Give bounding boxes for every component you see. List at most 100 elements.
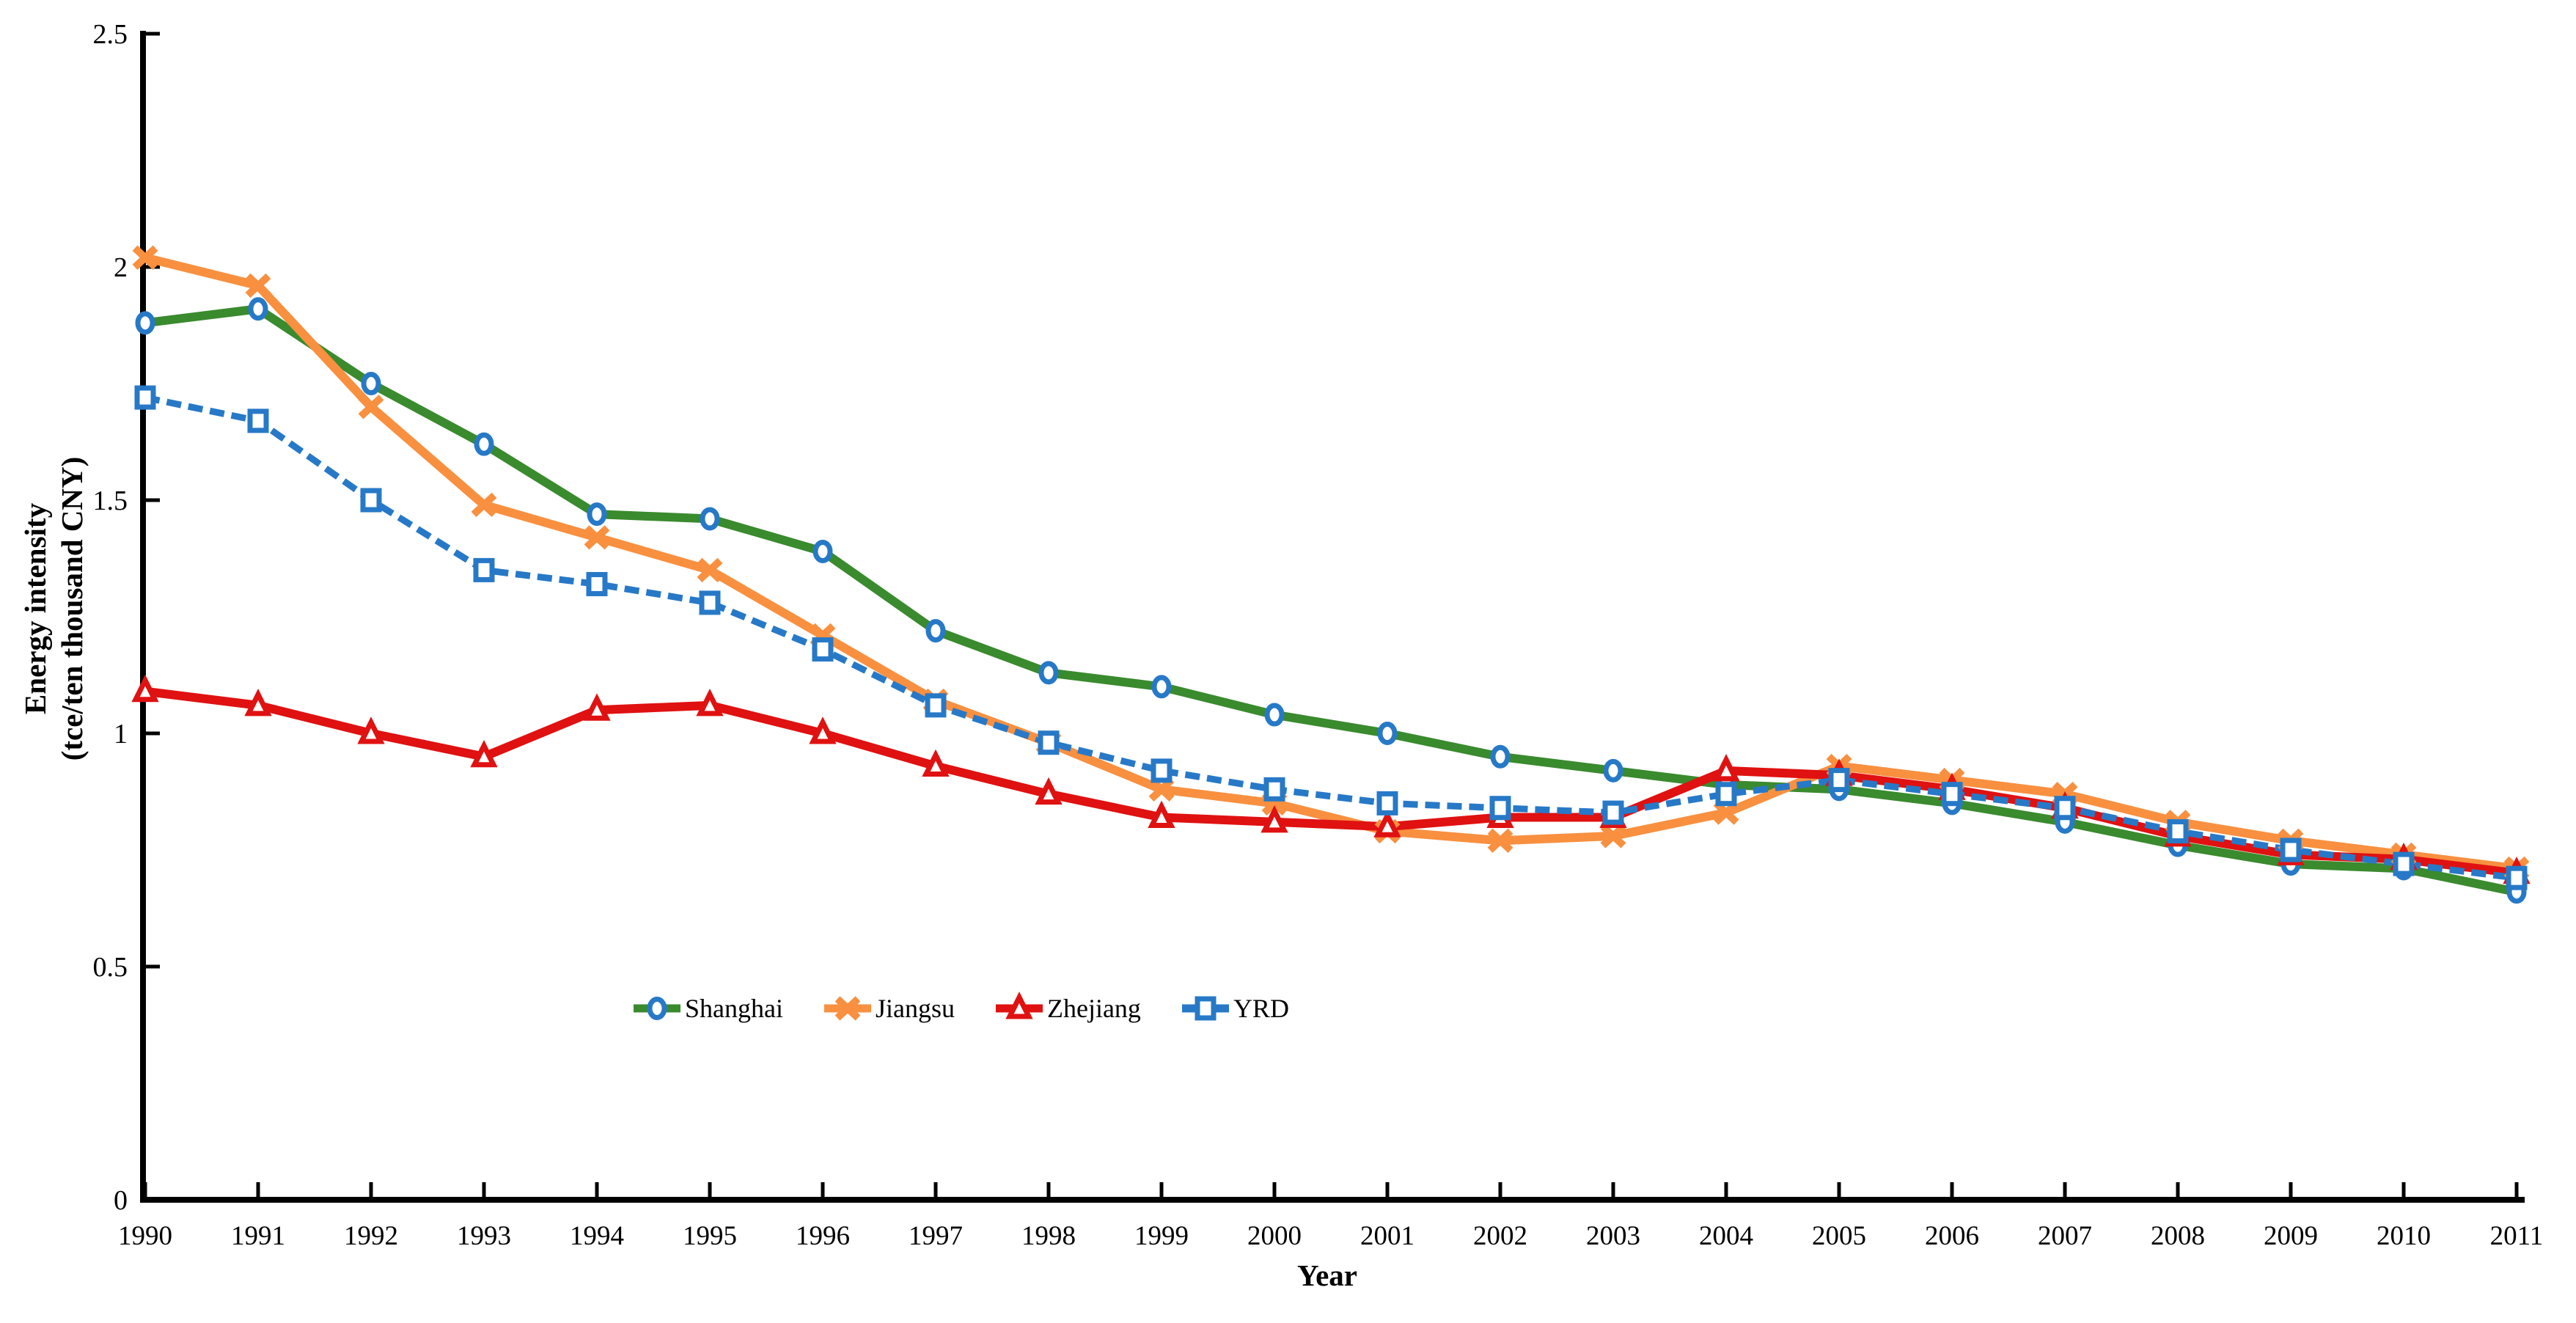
legend-label-zhejiang: Zhejiang [1046, 994, 1141, 1023]
marker-shanghai-1993 [474, 432, 494, 456]
x-tick-label: 2001 [1360, 1221, 1414, 1251]
series-line-jiangsu [144, 253, 2517, 873]
marker-zhejiang-1994 [583, 693, 611, 721]
x-tick-label: 2007 [2038, 1221, 2092, 1251]
x-tick-label: 2010 [2377, 1221, 2431, 1251]
marker-zhejiang-1997 [922, 749, 950, 777]
marker-jiangsu-1995 [697, 557, 723, 583]
legend-item-jiangsu: Jiangsu [823, 992, 955, 1025]
marker-yrd-1993 [473, 557, 495, 582]
marker-yrd-2002 [1489, 796, 1511, 821]
marker-shanghai-1994 [587, 502, 607, 527]
marker-zhejiang-2004 [1712, 754, 1740, 782]
x-tick-label: 1992 [344, 1221, 398, 1251]
x-tick-label: 1994 [570, 1221, 624, 1251]
legend-label-shanghai: Shanghai [685, 994, 783, 1023]
y-tick-label: 1.5 [93, 485, 128, 516]
marker-zhejiang-1999 [1148, 800, 1175, 828]
marker-shanghai-1991 [248, 297, 268, 321]
y-tick-label: 0 [114, 1185, 128, 1216]
x-tick-label: 2011 [2490, 1221, 2544, 1251]
marker-yrd-2006 [1941, 782, 1963, 807]
legend-square-icon [1181, 996, 1229, 1021]
marker-zhejiang-2000 [1261, 805, 1288, 833]
marker-yrd-2000 [1263, 777, 1285, 802]
marker-zhejiang-1991 [244, 689, 272, 717]
x-tick-label: 1993 [457, 1221, 511, 1251]
marker-jiangsu-1993 [471, 492, 497, 518]
marker-shanghai-2002 [1490, 744, 1511, 769]
y-axis-title-line2: (tce/ten thousand CNY) [55, 457, 89, 761]
marker-jiangsu-1991 [245, 273, 271, 298]
x-axis-title: Year [1297, 1258, 1357, 1292]
marker-yrd-1997 [925, 693, 947, 718]
marker-yrd-2003 [1602, 800, 1624, 825]
marker-yrd-1991 [247, 408, 269, 433]
x-tick-label: 2000 [1247, 1221, 1302, 1251]
marker-yrd-1990 [134, 385, 156, 410]
marker-shanghai-1992 [361, 372, 381, 395]
x-tick-label: 2004 [1699, 1221, 1753, 1251]
x-tick-label: 2005 [1812, 1221, 1866, 1251]
marker-jiangsu-1990 [132, 245, 158, 270]
marker-shanghai-2000 [1264, 703, 1285, 727]
marker-yrd-2004 [1715, 782, 1737, 807]
marker-yrd-1999 [1151, 758, 1173, 783]
marker-yrd-1998 [1038, 730, 1060, 755]
marker-jiangsu-2003 [1600, 824, 1626, 849]
series-line-yrd [144, 394, 2517, 882]
marker-yrd-2005 [1828, 768, 1850, 793]
marker-shanghai-1995 [700, 507, 720, 531]
legend-x-icon [823, 996, 871, 1021]
marker-zhejiang-1990 [131, 674, 159, 703]
legend-item-zhejiang: Zhejiang [995, 992, 1141, 1025]
marker-yrd-1995 [699, 590, 721, 615]
legend-marker-jiangsu [834, 996, 861, 1021]
y-axis-title-line1: Energy intensity [18, 502, 52, 714]
x-tick-label: 1999 [1134, 1221, 1189, 1251]
y-tick-label: 0.5 [93, 952, 128, 983]
x-tick-label: 2006 [1925, 1221, 1979, 1251]
marker-yrd-2011 [2506, 865, 2528, 890]
marker-zhejiang-1993 [470, 739, 498, 768]
marker-shanghai-2003 [1603, 758, 1623, 783]
marker-yrd-2001 [1376, 791, 1398, 816]
marker-zhejiang-1992 [357, 717, 385, 744]
legend-marker-yrd [1195, 996, 1217, 1021]
legend-triangle-icon [995, 992, 1043, 1019]
x-tick-label: 1998 [1021, 1221, 1076, 1251]
marker-yrd-2007 [2054, 796, 2076, 821]
legend-marker-zhejiang [1005, 992, 1033, 1019]
marker-yrd-1994 [586, 571, 608, 596]
marker-yrd-1992 [360, 488, 382, 513]
marker-shanghai-1996 [812, 539, 833, 563]
legend-circle-icon [634, 997, 680, 1020]
y-tick-label: 2.5 [93, 19, 128, 50]
legend-item-shanghai: Shanghai [634, 992, 783, 1025]
x-tick-label: 2002 [1473, 1221, 1527, 1251]
chart-legend: Shanghai Jiangsu Zhejiang YRD [634, 992, 1289, 1025]
x-tick-label: 1996 [796, 1221, 850, 1251]
marker-yrd-2009 [2280, 838, 2302, 862]
marker-shanghai-1990 [135, 311, 155, 335]
marker-jiangsu-1994 [584, 525, 610, 550]
marker-jiangsu-1999 [1148, 777, 1175, 802]
marker-yrd-2008 [2167, 819, 2189, 844]
marker-zhejiang-1998 [1035, 777, 1063, 805]
series-line-shanghai [144, 304, 2518, 897]
marker-jiangsu-1992 [358, 395, 384, 419]
y-tick-label: 2 [114, 252, 128, 283]
marker-zhejiang-1995 [696, 689, 724, 717]
x-tick-label: 1995 [683, 1221, 737, 1251]
marker-jiangsu-2002 [1487, 828, 1513, 853]
x-tick-label: 1991 [231, 1221, 285, 1251]
marker-jiangsu-2004 [1713, 800, 1739, 825]
legend-label-yrd: YRD [1233, 994, 1289, 1023]
marker-zhejiang-1996 [809, 717, 837, 744]
legend-label-jiangsu: Jiangsu [875, 994, 955, 1023]
marker-yrd-1996 [812, 637, 834, 662]
series-line-zhejiang [144, 686, 2517, 878]
x-tick-label: 1990 [118, 1221, 172, 1251]
